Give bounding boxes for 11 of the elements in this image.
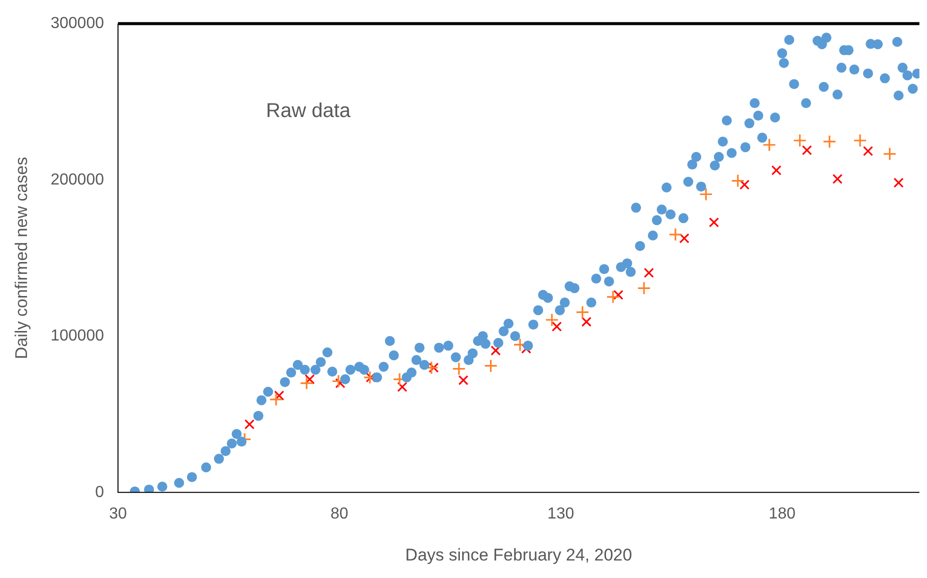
y-tick-label: 200000 <box>50 171 104 188</box>
x-tick-label: 180 <box>768 505 796 522</box>
y-tick-label: 100000 <box>50 328 104 345</box>
x-tick-label: 80 <box>330 505 348 522</box>
annotation: Raw data <box>266 100 352 122</box>
y-tick-label: 0 <box>95 484 104 501</box>
y-axis-title: Daily confirmed new cases <box>12 156 31 360</box>
y-tick-label: 300000 <box>50 15 104 32</box>
x-tick-label: 130 <box>547 505 574 522</box>
x-tick-label: 30 <box>109 505 127 522</box>
x-axis-title: Days since February 24, 2020 <box>405 545 632 564</box>
